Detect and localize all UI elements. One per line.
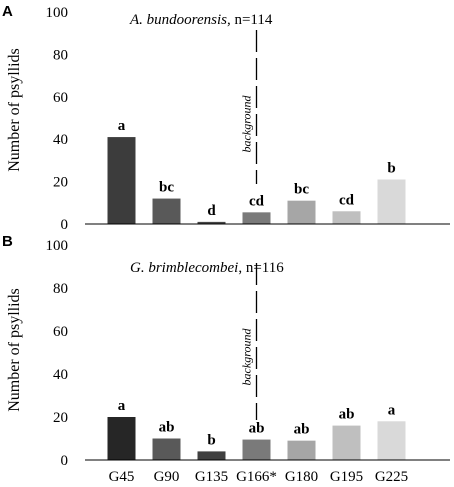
- y-tick-label: 40: [53, 367, 68, 383]
- y-tick-label: 60: [53, 90, 68, 106]
- bar: [377, 179, 406, 224]
- panel-letter-b: B: [2, 233, 13, 250]
- panel-a: A Number of psyllids A. bundoorensis, n=…: [2, 3, 450, 233]
- bar-labels-a: a bc d cd bc cd b: [118, 118, 396, 219]
- y-ticks-b: 0 20 40 60 80 100: [46, 238, 69, 469]
- bar-significance-label: b: [387, 160, 395, 176]
- y-axis-label-a: Number of psyllids: [6, 48, 23, 172]
- bar-significance-label: ab: [339, 407, 355, 423]
- x-category-label: G90: [154, 469, 180, 485]
- bar: [287, 200, 316, 224]
- x-category-labels: G45 G90 G135 G166* G180 G195 G225: [109, 469, 409, 485]
- bar-significance-label: ab: [294, 422, 310, 438]
- bar-labels-b: a ab b ab ab ab a: [118, 398, 396, 448]
- bar-significance-label: cd: [249, 193, 265, 209]
- bar-significance-label: a: [388, 402, 396, 418]
- x-category-label: G45: [109, 469, 135, 485]
- bar-significance-label: bc: [294, 182, 309, 198]
- y-tick-label: 0: [61, 453, 69, 469]
- bar-significance-label: bc: [159, 180, 174, 196]
- bar-significance-label: b: [207, 432, 215, 448]
- y-tick-label: 20: [53, 175, 68, 191]
- bars-b: [107, 417, 406, 460]
- bar: [107, 137, 136, 224]
- x-category-label: G135: [195, 469, 228, 485]
- x-category-label: G180: [285, 469, 318, 485]
- bar-significance-label: ab: [249, 421, 265, 437]
- bar-significance-label: ab: [159, 420, 175, 436]
- y-tick-label: 40: [53, 132, 68, 148]
- y-tick-label: 60: [53, 324, 68, 340]
- y-tick-label: 20: [53, 410, 68, 426]
- bar: [197, 221, 226, 224]
- y-tick-label: 0: [61, 217, 69, 233]
- sample-size-a: , n=114: [227, 12, 273, 28]
- bar-significance-label: cd: [339, 192, 355, 208]
- species-name-b: G. brimblecombei: [130, 260, 238, 276]
- bar: [377, 421, 406, 460]
- y-ticks-a: 0 20 40 60 80 100: [46, 5, 69, 233]
- panel-b: B Number of psyllids G. brimblecombei, n…: [2, 233, 450, 469]
- y-tick-label: 100: [46, 5, 69, 21]
- bar: [287, 440, 316, 460]
- x-category-label: G195: [330, 469, 363, 485]
- y-tick-label: 80: [53, 47, 68, 63]
- y-tick-label: 80: [53, 281, 68, 297]
- panel-letter-a: A: [2, 3, 13, 20]
- x-category-label: G225: [375, 469, 408, 485]
- bar-significance-label: a: [118, 118, 126, 134]
- species-name-a: A. bundoorensis: [129, 12, 227, 28]
- background-label-b: background: [240, 328, 254, 386]
- bar: [332, 211, 361, 224]
- bar: [332, 425, 361, 460]
- bar: [242, 439, 271, 460]
- bars-a: [107, 137, 406, 224]
- bar: [242, 212, 271, 224]
- panel-a-title: A. bundoorensis, n=114: [129, 12, 273, 28]
- bar-significance-label: a: [118, 398, 126, 414]
- x-category-label: G166*: [236, 469, 277, 485]
- y-tick-label: 100: [46, 238, 69, 254]
- background-label-a: background: [240, 95, 254, 153]
- bar: [152, 198, 181, 224]
- bar: [107, 417, 136, 460]
- sample-size-b: , n=116: [238, 260, 284, 276]
- bar: [152, 438, 181, 460]
- bar: [197, 451, 226, 460]
- bar-significance-label: d: [207, 203, 216, 219]
- y-axis-label-b: Number of psyllids: [6, 288, 23, 412]
- panel-b-title: G. brimblecombei, n=116: [130, 260, 284, 276]
